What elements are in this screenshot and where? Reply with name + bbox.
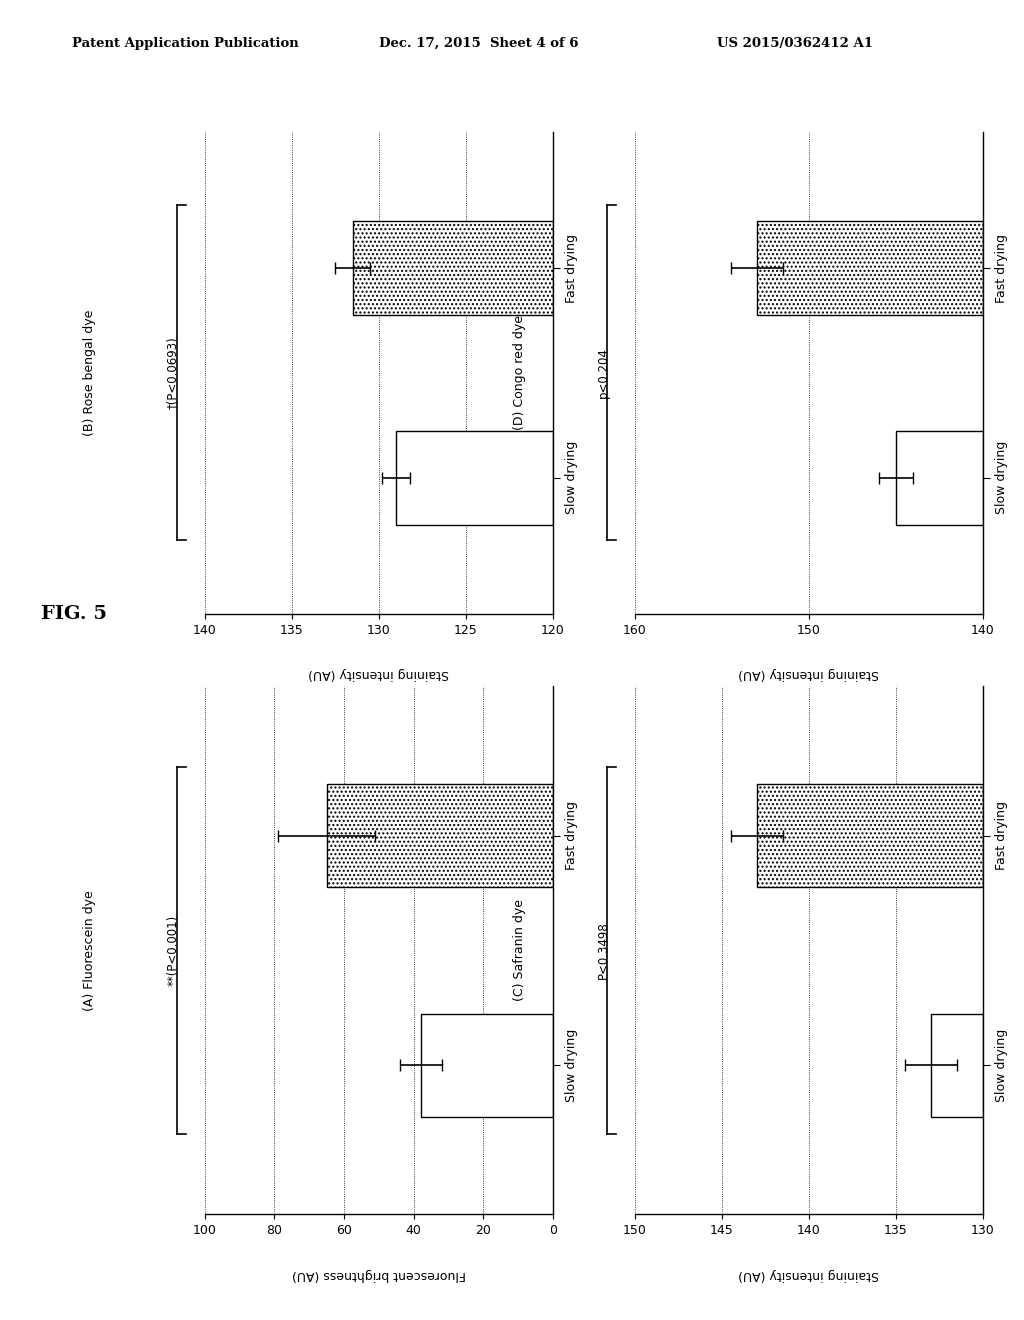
Text: †(P<0.0693): †(P<0.0693) [167, 337, 179, 409]
Bar [757, 784, 983, 887]
Text: (B) Rose bengal dye: (B) Rose bengal dye [83, 310, 96, 436]
X-axis label: Staining intensity (AU): Staining intensity (AU) [738, 1267, 880, 1280]
Bar [931, 1014, 983, 1117]
Text: (A) Fluorescein dye: (A) Fluorescein dye [83, 890, 96, 1011]
Bar [421, 1014, 553, 1117]
Bar [896, 430, 983, 525]
X-axis label: Staining intensity (AU): Staining intensity (AU) [738, 667, 880, 680]
X-axis label: Staining intensity (AU): Staining intensity (AU) [308, 667, 450, 680]
Text: Patent Application Publication: Patent Application Publication [72, 37, 298, 50]
Text: FIG. 5: FIG. 5 [41, 605, 106, 623]
Text: US 2015/0362412 A1: US 2015/0362412 A1 [717, 37, 872, 50]
Text: (C) Safranin dye: (C) Safranin dye [513, 899, 526, 1002]
Text: Dec. 17, 2015  Sheet 4 of 6: Dec. 17, 2015 Sheet 4 of 6 [379, 37, 579, 50]
Text: P<0.3498: P<0.3498 [597, 921, 609, 979]
Bar [353, 220, 553, 315]
Text: (D) Congo red dye: (D) Congo red dye [513, 315, 526, 430]
Text: **(P<0.001): **(P<0.001) [167, 915, 179, 986]
X-axis label: Fluorescent brightness (AU): Fluorescent brightness (AU) [292, 1267, 466, 1280]
Bar [327, 784, 553, 887]
Bar [396, 430, 553, 525]
Text: p<0.204: p<0.204 [597, 347, 609, 399]
Bar [757, 220, 983, 315]
